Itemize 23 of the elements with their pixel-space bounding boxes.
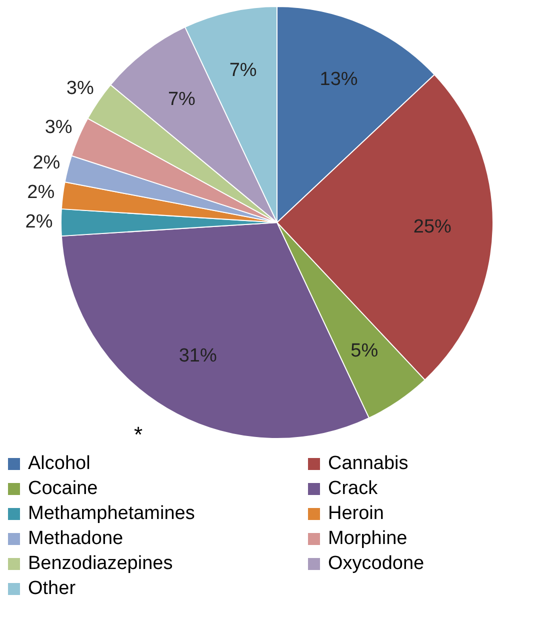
data-label: 3% — [66, 78, 94, 99]
legend-label: Cannabis — [327, 453, 410, 475]
legend-label: Cocaine — [27, 478, 99, 500]
data-label: 2% — [25, 212, 53, 233]
legend-label: Morphine — [327, 528, 408, 550]
data-label: 7% — [229, 60, 257, 81]
legend-label: Crack — [327, 478, 379, 500]
data-label: 2% — [27, 182, 55, 203]
data-label: 3% — [44, 117, 72, 138]
legend-label: Benzodiazepines — [27, 553, 174, 575]
data-label: 7% — [168, 88, 196, 110]
legend-label: Heroin — [327, 503, 385, 525]
data-label: 2% — [32, 152, 60, 174]
legend-label: Alcohol — [27, 453, 92, 475]
legend-label: Other — [27, 578, 77, 600]
legend-label: Methamphetamines — [27, 503, 196, 525]
text: * — [134, 422, 143, 448]
legend-label: Oxycodone — [327, 553, 426, 575]
data-label: 13% — [320, 69, 358, 90]
data-label: 31% — [178, 346, 217, 367]
data-label: 5% — [350, 340, 378, 362]
data-label: 25% — [413, 216, 452, 238]
legend-label: Methadone — [27, 528, 124, 550]
